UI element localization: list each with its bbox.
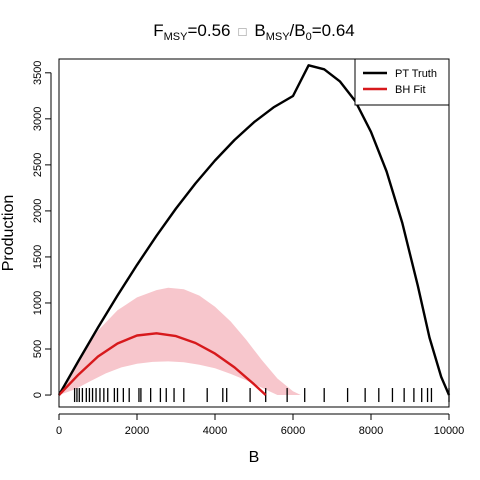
y-tick-label: 0 <box>32 392 44 398</box>
legend: PT Truth BH Fit <box>354 58 450 106</box>
title-bmsy-subscript: MSY <box>266 31 291 43</box>
chart-title: FMSY=0.56 □ BMSY/B0=0.64 <box>153 21 355 43</box>
x-axis-title: B <box>249 449 260 466</box>
plot-area <box>57 64 451 403</box>
axes: 0 2000 4000 6000 8000 10000 0 500 1000 1500 2000 25… <box>32 58 465 437</box>
title-bmsy-symbol: B <box>254 21 265 40</box>
series-line-pt-truth <box>57 64 451 396</box>
x-tick-label: 2000 <box>125 425 149 437</box>
x-tick-label: 8000 <box>359 425 383 437</box>
title-b0-symbol: B <box>294 21 305 40</box>
title-fmsy-value: =0.56 <box>187 21 230 40</box>
x-tick-label: 6000 <box>281 425 305 437</box>
legend-label-bh-fit: BH Fit <box>395 84 426 96</box>
y-tick-label: 3500 <box>32 61 44 85</box>
y-tick-label: 3000 <box>32 107 44 131</box>
y-axis-title: Production <box>0 195 17 272</box>
series-line-bh-fit <box>58 332 267 396</box>
title-ratio-value: =0.64 <box>312 21 355 40</box>
title-b0-subscript: 0 <box>306 31 312 43</box>
title-fmsy-symbol: F <box>153 21 163 40</box>
bh-fit-interval-band <box>59 287 301 395</box>
legend-label-pt-truth: PT Truth <box>395 68 437 80</box>
title-slash: / <box>290 21 295 40</box>
x-tick-label: 10000 <box>434 425 465 437</box>
y-tick-label: 1500 <box>32 245 44 269</box>
x-tick-label: 0 <box>56 425 62 437</box>
x-tick-label: 4000 <box>203 425 227 437</box>
legend-box <box>354 58 450 106</box>
y-tick-label: 1000 <box>32 291 44 315</box>
y-tick-label: 500 <box>32 340 44 358</box>
title-separator-glyph: □ <box>238 24 246 39</box>
title-fmsy-subscript: MSY <box>164 31 189 43</box>
y-tick-label: 2000 <box>32 199 44 223</box>
y-tick-label: 2500 <box>32 153 44 177</box>
plot-frame <box>58 58 450 408</box>
